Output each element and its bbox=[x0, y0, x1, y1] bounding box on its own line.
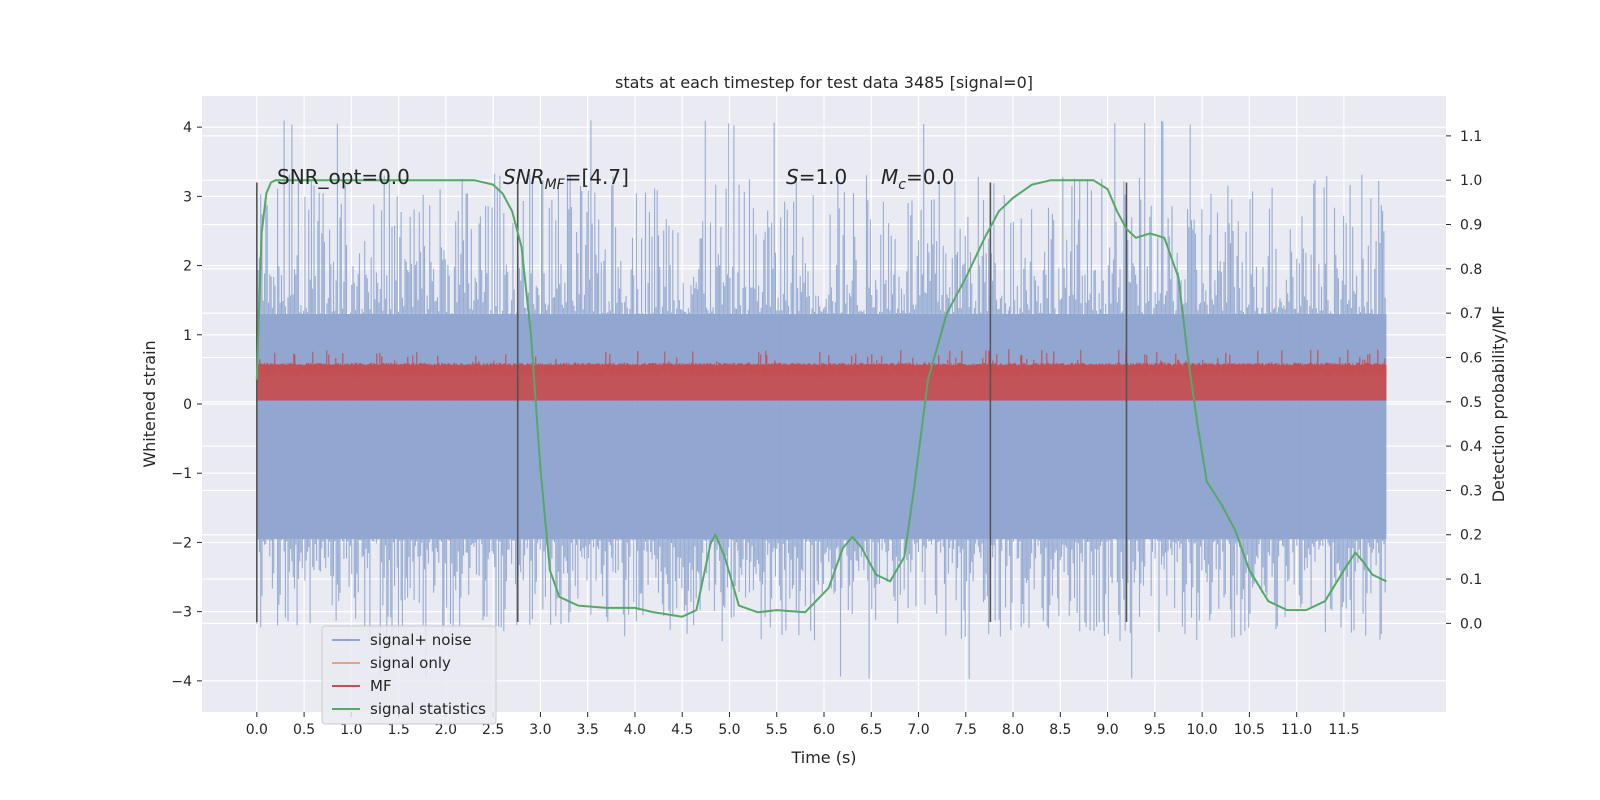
x-tick-label: 7.5 bbox=[955, 722, 977, 738]
y2-axis-label: Detection probability/MF bbox=[1489, 306, 1508, 503]
annotation-s: S=1.0 bbox=[786, 165, 847, 189]
y-tick-label: −4 bbox=[171, 674, 192, 690]
annotation-s-value: =1.0 bbox=[799, 165, 848, 189]
signal-statistics-series bbox=[255, 179, 1387, 618]
y2-tick-label: 0.9 bbox=[1460, 218, 1482, 234]
y2-tick-label: 0.5 bbox=[1460, 395, 1482, 411]
x-tick-label: 2.5 bbox=[482, 722, 504, 738]
chart-title: stats at each timestep for test data 348… bbox=[615, 73, 1033, 92]
y-tick-label: 1 bbox=[183, 328, 192, 344]
vertical-markers bbox=[256, 182, 1128, 623]
y2-tick-label: 0.3 bbox=[1460, 483, 1482, 499]
y2-tick-label: 0.4 bbox=[1460, 439, 1482, 455]
y2-tick-label: 1.0 bbox=[1460, 173, 1482, 189]
x-tick-label: 3.5 bbox=[577, 722, 599, 738]
annotation-mc: Mc=0.0 bbox=[881, 165, 955, 193]
y-tick-label: 0 bbox=[183, 397, 192, 413]
x-tick-label: 11.5 bbox=[1328, 722, 1359, 738]
x-tick-label: 4.5 bbox=[671, 722, 693, 738]
x-tick-label: 6.5 bbox=[860, 722, 882, 738]
y-tick-label: 3 bbox=[183, 189, 192, 205]
x-tick-label: 7.0 bbox=[907, 722, 929, 738]
annotation-snr-mf: SNRMF=[4.7] bbox=[503, 165, 629, 193]
legend-label-signal-noise: signal+ noise bbox=[370, 631, 472, 649]
y-tick-label: −1 bbox=[171, 466, 192, 482]
x-tick-label: 10.5 bbox=[1234, 722, 1265, 738]
y-tick-label: 4 bbox=[183, 120, 192, 136]
x-tick-label: 10.0 bbox=[1187, 722, 1218, 738]
y2-axis-ticks: 1.1 1.0 0.9 0.8 0.7 0.6 0.5 0.4 0.3 0.2 0.1 0.0 bbox=[1446, 129, 1482, 632]
annotation-snr-mf-value: =[4.7] bbox=[565, 165, 629, 189]
annotation-snr-mf-sub: MF bbox=[545, 177, 566, 193]
x-tick-label: 6.0 bbox=[813, 722, 835, 738]
y2-tick-label: 0.0 bbox=[1460, 616, 1482, 632]
x-tick-label: 5.0 bbox=[718, 722, 740, 738]
signal-statistics-line bbox=[255, 179, 1387, 618]
x-tick-label: 0.0 bbox=[246, 722, 268, 738]
legend-label-signal-statistics: signal statistics bbox=[370, 700, 486, 718]
y-tick-label: −3 bbox=[171, 605, 192, 621]
y-axis-label: Whitened strain bbox=[140, 340, 159, 467]
x-tick-label: 1.0 bbox=[340, 722, 362, 738]
x-tick-label: 2.0 bbox=[435, 722, 457, 738]
annotation-snr-opt: SNR_opt=0.0 bbox=[277, 165, 410, 189]
y-axis-ticks: 4 3 2 1 0 −1 −2 −3 −4 bbox=[171, 120, 202, 690]
annotation-mc-sub: c bbox=[898, 177, 906, 193]
x-tick-label: 1.5 bbox=[387, 722, 409, 738]
y2-tick-label: 0.1 bbox=[1460, 572, 1482, 588]
y2-tick-label: 1.1 bbox=[1460, 129, 1482, 145]
x-tick-label: 0.5 bbox=[293, 722, 315, 738]
mf-core bbox=[256, 365, 1387, 401]
x-axis-ticks: 0.0 0.5 1.0 1.5 2.0 2.5 3.0 3.5 4.0 4.5 5.0 5.5 6.0 6… bbox=[246, 712, 1359, 738]
x-tick-label: 11.0 bbox=[1281, 722, 1312, 738]
annotation-s-main: S bbox=[786, 165, 799, 189]
annotation-mc-main: M bbox=[881, 165, 898, 189]
x-tick-label: 5.5 bbox=[766, 722, 788, 738]
y2-tick-label: 0.6 bbox=[1460, 350, 1482, 366]
annotation-mc-value: =0.0 bbox=[906, 165, 955, 189]
x-tick-label: 4.0 bbox=[624, 722, 646, 738]
legend-label-signal-only: signal only bbox=[370, 654, 451, 672]
annotation-snr-mf-main: SNR bbox=[503, 165, 545, 189]
x-axis-label: Time (s) bbox=[790, 748, 856, 767]
x-tick-label: 9.0 bbox=[1096, 722, 1118, 738]
legend-label-mf: MF bbox=[370, 677, 392, 695]
mf-series bbox=[256, 349, 1387, 401]
annotation-snr-opt-text: SNR_opt=0.0 bbox=[277, 165, 410, 189]
x-tick-label: 8.0 bbox=[1002, 722, 1024, 738]
x-tick-label: 9.5 bbox=[1144, 722, 1166, 738]
x-tick-label: 3.0 bbox=[529, 722, 551, 738]
y-tick-label: 2 bbox=[183, 259, 192, 275]
x-tick-label: 8.5 bbox=[1049, 722, 1071, 738]
y2-tick-label: 0.2 bbox=[1460, 528, 1482, 544]
legend: signal+ noise signal only MF signal stat… bbox=[321, 625, 497, 725]
y-tick-label: −2 bbox=[171, 535, 192, 551]
y2-tick-label: 0.7 bbox=[1460, 306, 1482, 322]
y2-tick-label: 0.8 bbox=[1460, 262, 1482, 278]
legend-box bbox=[321, 625, 497, 725]
